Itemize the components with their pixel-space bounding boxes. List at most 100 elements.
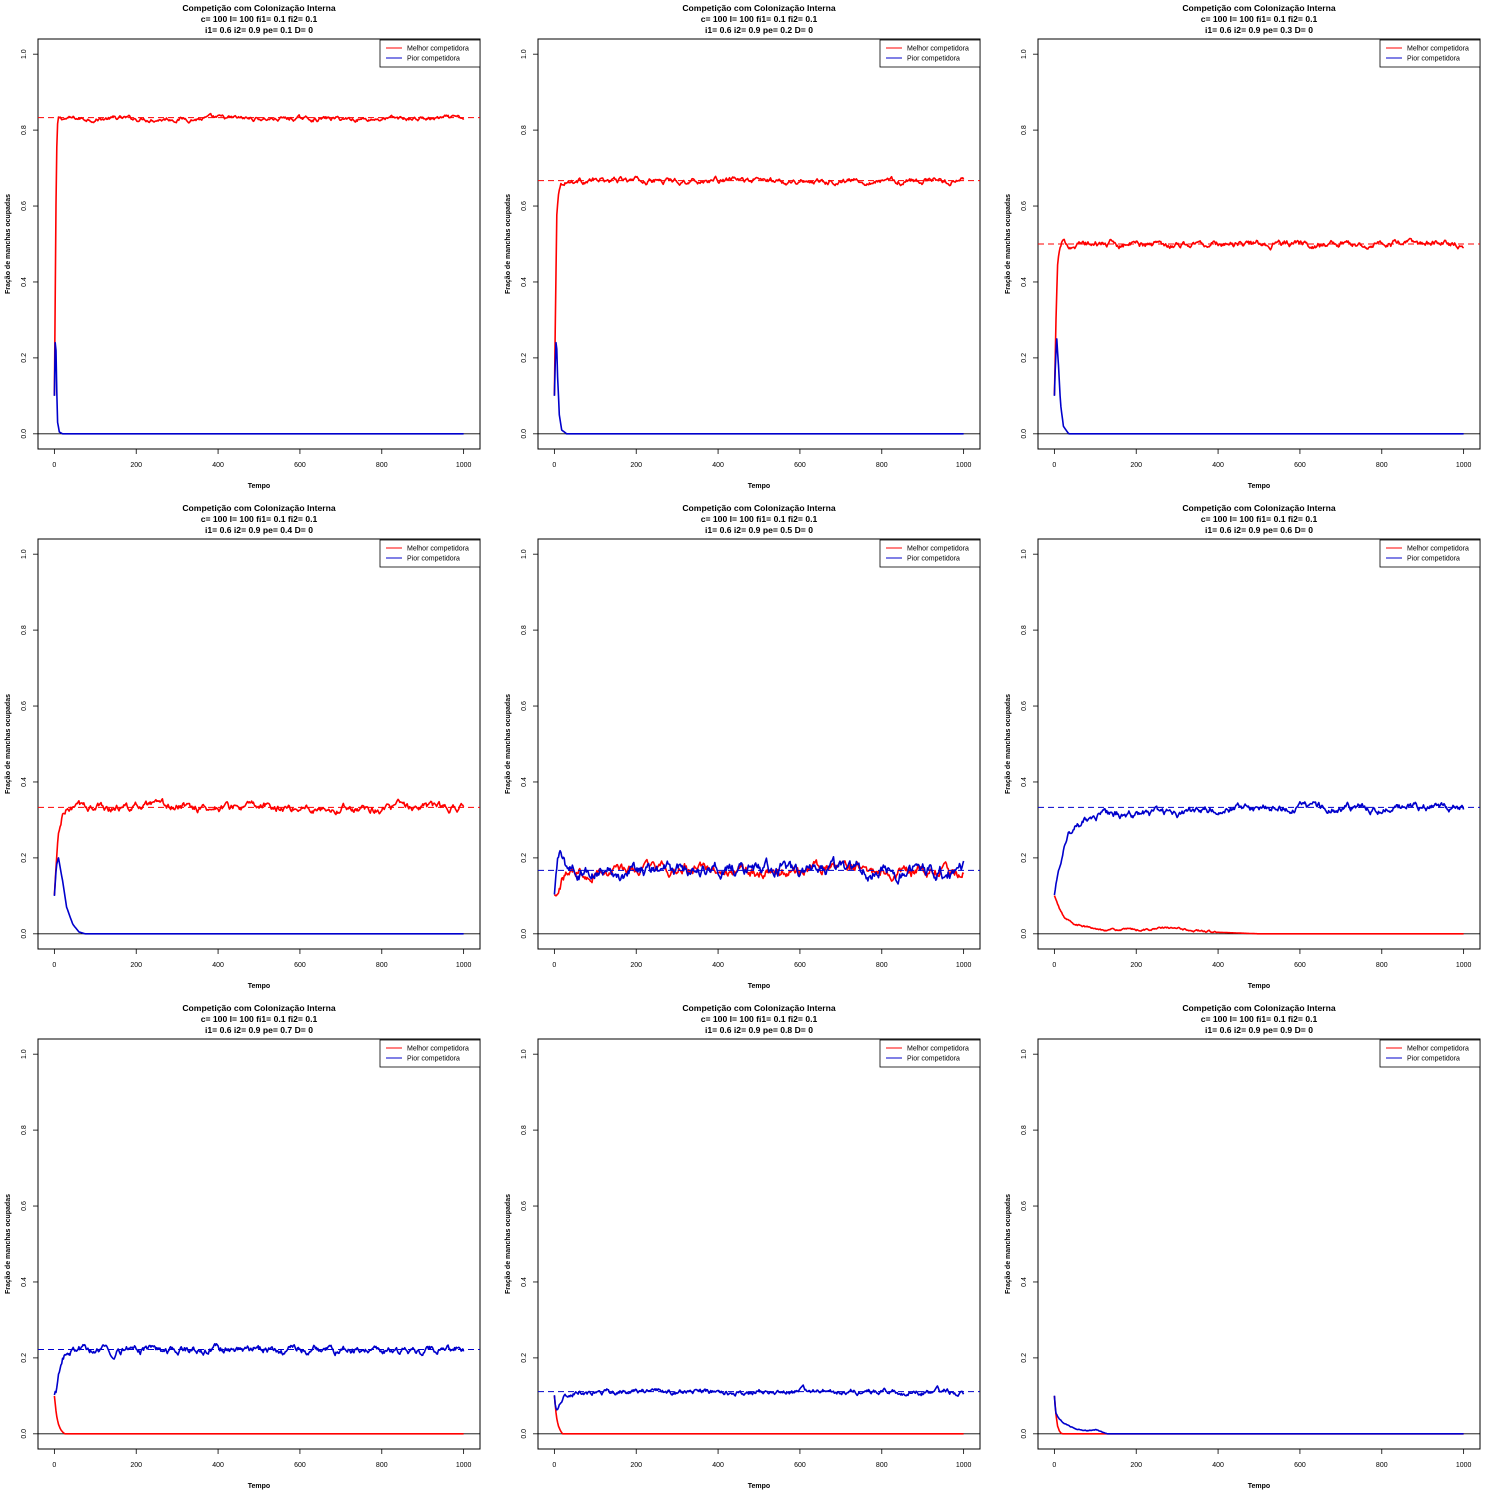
y-tick-label: 0.2 — [521, 353, 528, 363]
chart-panel: Competição com Colonização Interna c= 100… — [1000, 0, 1500, 500]
x-axis-label: Tempo — [748, 1483, 770, 1490]
legend-label: Melhor competidora — [1407, 546, 1469, 553]
chart-title-line: i1= 0.6 i2= 0.9 pe= 0.1 D= 0 — [205, 25, 313, 35]
legend-label: Pior competidora — [1407, 556, 1460, 563]
y-axis-label: Fração de manchas ocupadas — [505, 694, 512, 794]
y-tick-label: 0.4 — [1021, 1277, 1028, 1287]
y-tick-label: 0.2 — [21, 1353, 28, 1363]
chart-title-line: c= 100 l= 100 fi1= 0.1 fi2= 0.1 — [201, 514, 318, 524]
y-axis-label: Fração de manchas ocupadas — [505, 1194, 512, 1294]
legend-label: Melhor competidora — [1407, 1046, 1469, 1053]
x-tick-label: 800 — [876, 1462, 888, 1469]
y-tick-label: 0.2 — [1021, 853, 1028, 863]
y-tick-label: 0.8 — [1021, 625, 1028, 635]
x-tick-label: 800 — [376, 962, 388, 969]
y-tick-label: 0.0 — [21, 929, 28, 939]
x-tick-label: 800 — [1376, 462, 1388, 469]
legend-label: Pior competidora — [1407, 56, 1460, 63]
x-tick-label: 800 — [1376, 1462, 1388, 1469]
x-axis-label: Tempo — [248, 983, 270, 990]
plot-frame — [1037, 1038, 1481, 1450]
legend-box — [1379, 539, 1481, 568]
x-tick-label: 0 — [1052, 962, 1056, 969]
series-line — [53, 112, 465, 396]
y-axis-label: Fração de manchas ocupadas — [1005, 194, 1012, 294]
series-line — [1053, 895, 1464, 935]
x-tick-label: 400 — [712, 462, 724, 469]
series-line — [553, 1395, 964, 1435]
chart-panel: Competição com Colonização Interna c= 100… — [1000, 500, 1500, 1000]
x-tick-label: 600 — [794, 462, 806, 469]
legend-label: Melhor competidora — [907, 46, 969, 53]
y-tick-label: 1.0 — [1021, 1049, 1028, 1059]
chart-panel: Competição com Colonização Interna c= 100… — [0, 500, 500, 1000]
x-tick-label: 600 — [1294, 1462, 1306, 1469]
legend-label: Pior competidora — [907, 556, 960, 563]
chart-title-line: i1= 0.6 i2= 0.9 pe= 0.8 D= 0 — [705, 1025, 813, 1035]
y-tick-label: 0.8 — [521, 125, 528, 135]
x-tick-label: 600 — [294, 462, 306, 469]
series-line — [553, 849, 965, 895]
legend-label: Melhor competidora — [907, 1046, 969, 1053]
chart-title-line: c= 100 l= 100 fi1= 0.1 fi2= 0.1 — [1201, 1014, 1318, 1024]
x-tick-label: 0 — [1052, 1462, 1056, 1469]
y-tick-label: 0.6 — [21, 201, 28, 211]
chart-title-line: c= 100 l= 100 fi1= 0.1 fi2= 0.1 — [1201, 514, 1318, 524]
legend-label: Pior competidora — [1407, 1056, 1460, 1063]
y-tick-label: 1.0 — [521, 1049, 528, 1059]
x-tick-label: 0 — [52, 1462, 56, 1469]
y-tick-label: 0.6 — [1021, 701, 1028, 711]
chart-title-line: c= 100 l= 100 fi1= 0.1 fi2= 0.1 — [701, 1014, 818, 1024]
x-tick-label: 0 — [552, 1462, 556, 1469]
x-tick-label: 800 — [376, 1462, 388, 1469]
plot-frame — [37, 38, 481, 450]
legend-box — [879, 39, 981, 68]
chart-title-line: c= 100 l= 100 fi1= 0.1 fi2= 0.1 — [201, 14, 318, 24]
y-tick-label: 0.0 — [1021, 1429, 1028, 1439]
y-tick-label: 0.6 — [21, 701, 28, 711]
chart-title-line: c= 100 l= 100 fi1= 0.1 fi2= 0.1 — [701, 514, 818, 524]
legend-label: Melhor competidora — [1407, 46, 1469, 53]
series-line — [1053, 1395, 1464, 1435]
series-line — [53, 341, 464, 435]
y-tick-label: 0.8 — [521, 625, 528, 635]
x-tick-label: 1000 — [1456, 1462, 1472, 1469]
y-tick-label: 0.4 — [1021, 277, 1028, 287]
series-line — [1053, 800, 1465, 896]
x-tick-label: 200 — [130, 1462, 142, 1469]
chart-title-line: c= 100 l= 100 fi1= 0.1 fi2= 0.1 — [701, 14, 818, 24]
x-tick-label: 800 — [376, 462, 388, 469]
chart-title-line: Competição com Colonização Interna — [1182, 3, 1336, 13]
chart-panel: Competição com Colonização Interna c= 100… — [0, 0, 500, 500]
y-tick-label: 0.0 — [521, 1429, 528, 1439]
plot-frame — [537, 538, 981, 950]
legend-label: Pior competidora — [907, 56, 960, 63]
series-line — [1053, 338, 1464, 435]
x-tick-label: 1000 — [456, 962, 472, 969]
y-tick-label: 1.0 — [21, 549, 28, 559]
x-axis-label: Tempo — [1248, 1483, 1270, 1490]
plot-frame — [537, 1038, 981, 1450]
x-tick-label: 400 — [1212, 1462, 1224, 1469]
legend-label: Pior competidora — [907, 1056, 960, 1063]
plot-frame — [537, 38, 981, 450]
x-tick-label: 1000 — [456, 462, 472, 469]
y-tick-label: 1.0 — [21, 1049, 28, 1059]
y-tick-label: 1.0 — [521, 49, 528, 59]
x-axis-label: Tempo — [248, 483, 270, 490]
x-tick-label: 800 — [876, 462, 888, 469]
chart-title-line: Competição com Colonização Interna — [1182, 503, 1336, 513]
x-tick-label: 400 — [712, 1462, 724, 1469]
y-tick-label: 0.6 — [1021, 1201, 1028, 1211]
y-tick-label: 1.0 — [21, 49, 28, 59]
y-tick-label: 0.0 — [521, 929, 528, 939]
x-tick-label: 0 — [552, 462, 556, 469]
x-tick-label: 400 — [212, 1462, 224, 1469]
x-axis-label: Tempo — [1248, 983, 1270, 990]
x-axis-label: Tempo — [748, 983, 770, 990]
chart-title-line: Competição com Colonização Interna — [682, 503, 836, 513]
